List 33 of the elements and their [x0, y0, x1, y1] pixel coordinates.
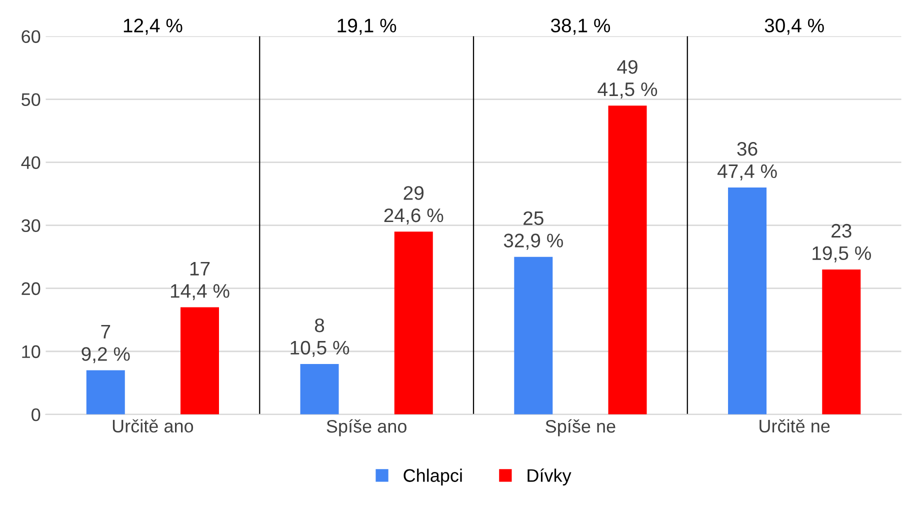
data-label: 23 19,5 % — [812, 224, 871, 262]
text: 38,1 % — [550, 18, 610, 35]
bar — [394, 232, 433, 414]
y-tick-label: 10 — [22, 345, 40, 358]
bar — [86, 370, 125, 414]
data-label: 8 10,5 % — [290, 318, 350, 357]
legend-label: Dívky — [528, 468, 572, 486]
x-tick-label: Spíše ne — [546, 419, 616, 436]
data-label: 7 9,2 % — [82, 324, 130, 364]
legend-label: Chlapci — [404, 468, 462, 486]
data-label: 29 24,6 % — [384, 186, 444, 225]
text: 12,4 % — [124, 18, 182, 35]
y-tick-label: 30 — [21, 219, 40, 232]
bar — [514, 256, 553, 414]
x-tick-label: Spíše ano — [326, 419, 406, 436]
bar — [608, 106, 647, 414]
data-label: 36 47,4 % — [717, 142, 777, 180]
data-label: 49 41,5 % — [598, 60, 658, 98]
text: 30,4 % — [764, 18, 824, 35]
data-label: 17 14,4 % — [170, 262, 230, 300]
bar — [728, 188, 767, 414]
bar — [180, 307, 219, 414]
y-tick-label: 0 — [32, 408, 40, 422]
text: 19,1 % — [338, 18, 396, 35]
y-tick-label: 20 — [22, 282, 40, 296]
y-tick-label: 60 — [22, 30, 40, 43]
y-tick-label: 50 — [22, 93, 40, 106]
x-tick-label: Určitě ano — [112, 419, 194, 433]
bar — [300, 364, 339, 414]
data-label: 25 32,9 % — [504, 211, 563, 250]
y-tick-label: 40 — [21, 156, 40, 170]
x-tick-label: Určitě ne — [760, 419, 830, 433]
bar — [822, 269, 861, 414]
